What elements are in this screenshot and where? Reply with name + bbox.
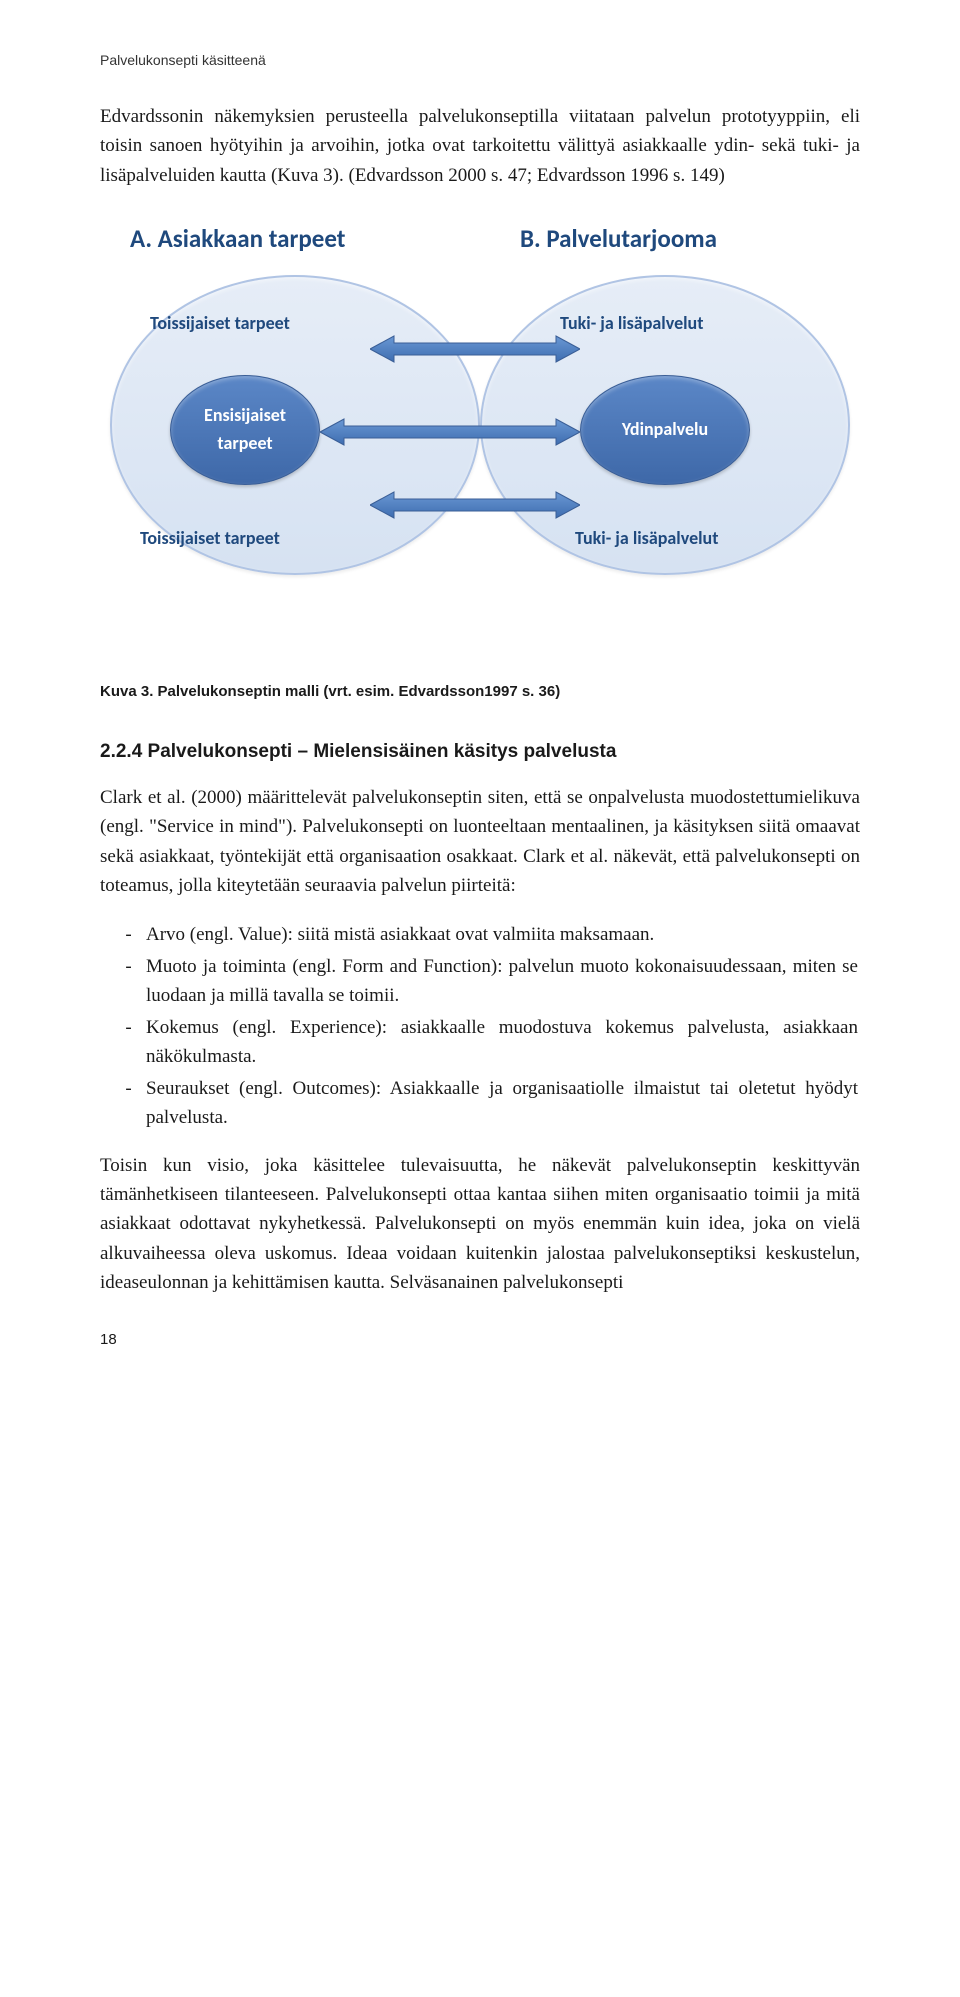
diagram-title-a: A. Asiakkaan tarpeet xyxy=(130,220,345,259)
running-head: Palvelukonsepti käsitteenä xyxy=(100,50,860,72)
list-item: Arvo (engl. Value): siitä mistä asiakkaa… xyxy=(146,920,860,949)
node-ydinpalvelu: Ydinpalvelu xyxy=(580,375,750,485)
node-ensisijaiset: Ensisijaisettarpeet xyxy=(170,375,320,485)
paragraph-3: Toisin kun visio, joka käsittelee tuleva… xyxy=(100,1151,860,1298)
paragraph-2: Clark et al. (2000) määrittelevät palvel… xyxy=(100,783,860,901)
subsection-heading: 2.2.4 Palvelukonsepti – Mielensisäinen k… xyxy=(100,737,860,766)
intro-paragraph: Edvardssonin näkemyksien perusteella pal… xyxy=(100,102,860,190)
list-item: Kokemus (engl. Experience): asiakkaalle … xyxy=(146,1013,860,1072)
concept-diagram: A. Asiakkaan tarpeet B. Palvelutarjooma … xyxy=(110,220,850,650)
arrow-top xyxy=(370,332,580,366)
diagram-title-b: B. Palvelutarjooma xyxy=(520,220,717,259)
arrow-middle xyxy=(320,415,580,449)
right-top-label: Tuki- ja lisäpalvelut xyxy=(560,310,703,338)
left-top-label: Toissijaiset tarpeet xyxy=(150,310,290,338)
arrow-bottom xyxy=(370,488,580,522)
page-number: 18 xyxy=(100,1328,860,1351)
figure-caption: Kuva 3. Palvelukonseptin malli (vrt. esi… xyxy=(100,680,860,703)
left-bottom-label: Toissijaiset tarpeet xyxy=(140,525,280,553)
feature-list: Arvo (engl. Value): siitä mistä asiakkaa… xyxy=(100,920,860,1132)
list-item: Seuraukset (engl. Outcomes): Asiakkaalle… xyxy=(146,1074,860,1133)
list-item: Muoto ja toiminta (engl. Form and Functi… xyxy=(146,952,860,1011)
right-bottom-label: Tuki- ja lisäpalvelut xyxy=(575,525,718,553)
